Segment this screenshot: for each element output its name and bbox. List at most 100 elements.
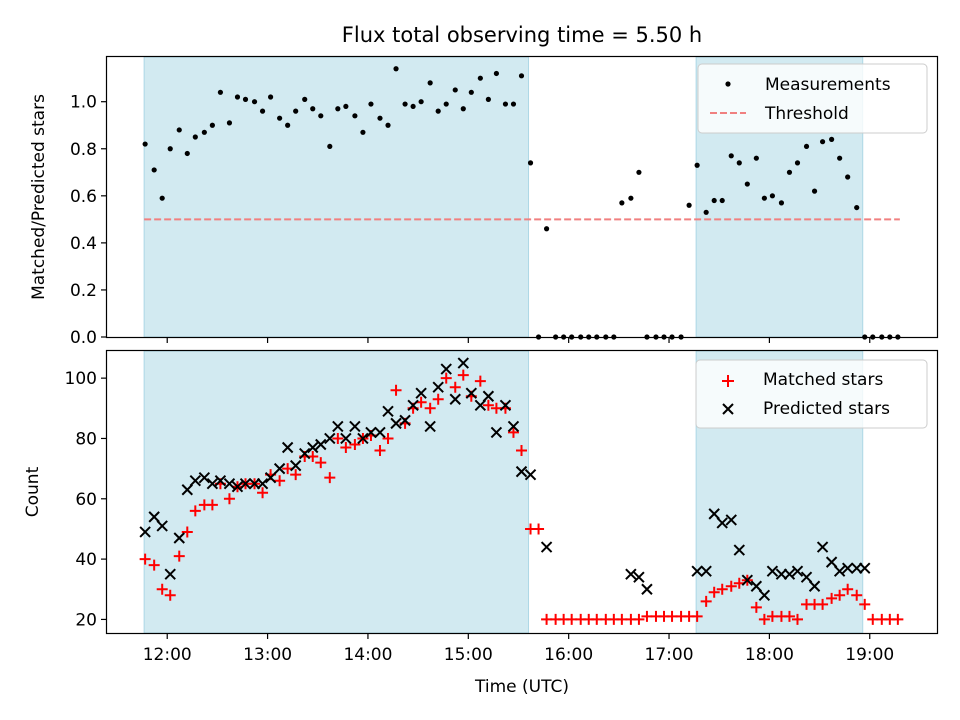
bottom-y-tick-label: 20 bbox=[75, 610, 97, 630]
measurement-point bbox=[427, 80, 433, 86]
measurement-point bbox=[251, 99, 258, 105]
top-y-tick-label: 0.8 bbox=[70, 140, 97, 160]
measurement-point bbox=[393, 66, 399, 72]
matched-star-point bbox=[424, 402, 436, 414]
x-tick-label: 19:00 bbox=[845, 645, 894, 665]
predicted-star-point bbox=[515, 465, 528, 478]
predicted-star-point bbox=[766, 565, 779, 577]
matched-star-point bbox=[859, 598, 871, 610]
predicted-star-point bbox=[164, 568, 176, 580]
predicted-star-point bbox=[256, 477, 269, 490]
measurement-point bbox=[142, 141, 148, 147]
x-tick-label: 14:00 bbox=[343, 645, 392, 665]
predicted-star-point bbox=[231, 481, 244, 493]
predicted-star-point bbox=[315, 438, 327, 451]
predicted-star-point bbox=[750, 580, 763, 592]
matched-star-point bbox=[148, 559, 160, 571]
measurement-point bbox=[176, 127, 182, 133]
predicted-star-point bbox=[700, 565, 712, 577]
measurement-point bbox=[769, 193, 776, 199]
predicted-star-point bbox=[499, 399, 512, 411]
measurement-point bbox=[234, 94, 241, 100]
predicted-star-point bbox=[273, 462, 286, 475]
top-plot-frame bbox=[105, 55, 939, 339]
predicted-star-point bbox=[432, 381, 444, 393]
matched-star-point bbox=[340, 442, 352, 454]
predicted-star-point bbox=[332, 420, 344, 433]
x-tick-label: 13:00 bbox=[243, 645, 292, 665]
matched-star-point bbox=[374, 445, 386, 457]
measurement-point bbox=[837, 155, 843, 161]
top-measurement-points bbox=[142, 66, 901, 340]
measurement-point bbox=[686, 202, 692, 208]
bottom-y-axis-label: Count bbox=[23, 466, 43, 517]
matched-star-point bbox=[382, 432, 394, 444]
predicted-star-point bbox=[198, 471, 211, 484]
measurement-point bbox=[719, 197, 725, 204]
predicted-star-point bbox=[800, 571, 813, 583]
measurement-point bbox=[502, 101, 509, 107]
measurement-point bbox=[761, 195, 767, 201]
predicted-star-point bbox=[825, 556, 838, 568]
matched-star-point bbox=[716, 583, 728, 595]
bottom-y-tick-label: 100 bbox=[65, 369, 97, 389]
legend-measurements-marker bbox=[725, 81, 731, 87]
predicted-star-point bbox=[281, 441, 294, 454]
measurement-point bbox=[167, 146, 173, 152]
measurement-point bbox=[226, 120, 233, 126]
measurement-point bbox=[318, 113, 324, 119]
predicted-star-point bbox=[457, 357, 469, 369]
measurement-point bbox=[711, 197, 717, 204]
measurement-point bbox=[527, 160, 534, 166]
matched-star-point bbox=[758, 613, 770, 625]
predicted-star-point bbox=[365, 426, 377, 439]
predicted-star-point bbox=[299, 447, 311, 460]
x-tick-label: 16:00 bbox=[544, 645, 593, 665]
matched-star-point bbox=[173, 550, 185, 562]
predicted-star-point bbox=[708, 508, 720, 520]
matched-star-point bbox=[139, 553, 151, 565]
matched-star-point bbox=[457, 369, 469, 381]
measurement-point bbox=[418, 99, 424, 105]
measurement-point bbox=[803, 143, 810, 150]
measurement-point bbox=[811, 188, 818, 194]
matched-star-point bbox=[189, 505, 201, 517]
predicted-star-point bbox=[733, 544, 745, 556]
predicted-star-point bbox=[833, 565, 846, 577]
matched-star-point bbox=[817, 598, 829, 610]
predicted-star-point bbox=[507, 420, 520, 433]
measurement-point bbox=[184, 150, 190, 157]
matched-star-point bbox=[164, 589, 176, 601]
matched-star-point bbox=[332, 432, 344, 444]
measurement-point bbox=[242, 96, 249, 102]
measurement-point bbox=[217, 89, 224, 95]
measurement-point bbox=[335, 106, 341, 112]
predicted-star-point bbox=[139, 526, 151, 538]
predicted-star-point bbox=[449, 393, 461, 405]
matched-star-point bbox=[826, 592, 838, 604]
measurement-point bbox=[794, 160, 801, 166]
measurement-point bbox=[452, 87, 458, 93]
matched-star-point bbox=[834, 589, 846, 601]
predicted-star-point bbox=[741, 574, 754, 586]
legend-measurements-label: Measurements bbox=[765, 75, 891, 95]
matched-star-point bbox=[206, 499, 218, 511]
legend-matched-marker bbox=[722, 375, 734, 387]
measurement-point bbox=[786, 169, 793, 175]
predicted-star-point bbox=[415, 387, 427, 399]
predicted-star-point bbox=[307, 441, 319, 454]
top-y-ticks: 0.0 0.2 0.4 0.6 0.8 1.0 bbox=[70, 93, 107, 348]
matched-star-point bbox=[708, 586, 720, 598]
measurement-point bbox=[819, 139, 826, 145]
predicted-star-point bbox=[181, 484, 193, 496]
predicted-star-point bbox=[691, 565, 703, 577]
measurement-point bbox=[694, 162, 700, 168]
predicted-star-point bbox=[340, 432, 352, 445]
measurement-point bbox=[192, 134, 198, 140]
measurement-point bbox=[402, 101, 408, 107]
measurement-point bbox=[159, 195, 165, 201]
measurement-point bbox=[151, 167, 157, 173]
predicted-star-point bbox=[214, 474, 227, 487]
measurement-point bbox=[327, 143, 333, 150]
chart-title: Flux total observing time = 5.50 h bbox=[342, 23, 702, 47]
